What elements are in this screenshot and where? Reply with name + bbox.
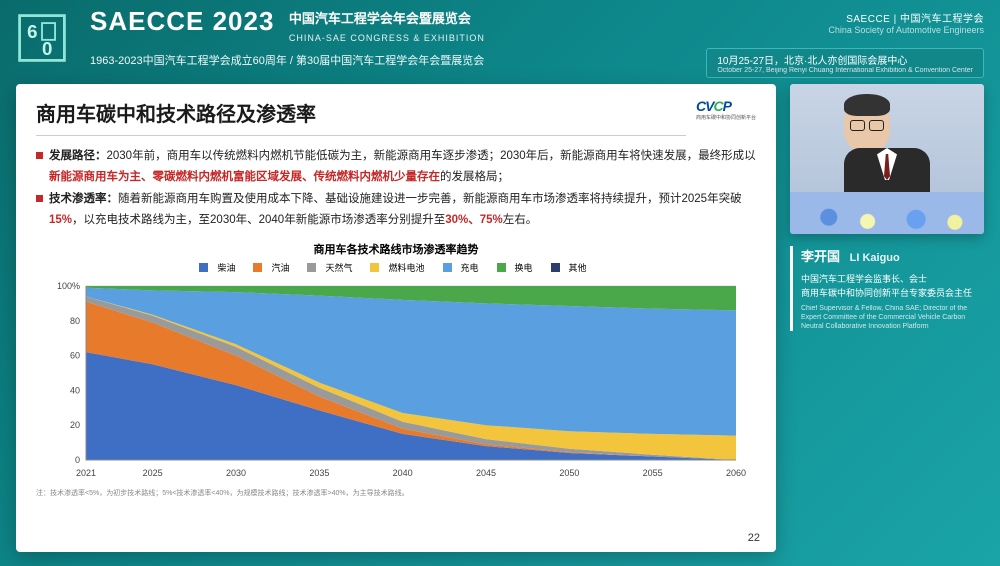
speaker-title-en: Chief Supervisor & Fellow, China SAE; Di… bbox=[801, 304, 984, 331]
slide-logo-text: CVCP bbox=[696, 98, 756, 114]
org-logo-sub: China Society of Automotive Engineers bbox=[828, 25, 984, 35]
org-logo-text: SAECCE | 中国汽车工程学会 bbox=[828, 10, 984, 25]
bullet-segment: 2030年前，商用车以传统燃料内燃机节能低碳为主，新能源商用车逐步渗透；2030… bbox=[107, 150, 756, 162]
date-location-en: October 25-27, Beijing Renyi Chuang Inte… bbox=[717, 67, 973, 74]
legend-label: 其他 bbox=[569, 261, 587, 274]
svg-text:2035: 2035 bbox=[309, 468, 329, 478]
svg-text:6: 6 bbox=[27, 21, 37, 42]
event-header: 60 SAECCE 2023 中国汽车工程学会年会暨展览会 CHINA-SAE … bbox=[0, 0, 1000, 78]
legend-label: 汽油 bbox=[271, 261, 289, 274]
event-subtitle-en: CHINA-SAE CONGRESS & EXHIBITION bbox=[289, 33, 485, 43]
chart-legend: 柴油 汽油 天然气 燃料电池 充电 换电 其他 bbox=[36, 261, 756, 274]
svg-text:20: 20 bbox=[70, 420, 80, 430]
svg-text:2021: 2021 bbox=[76, 468, 96, 478]
header-main: SAECCE 2023 中国汽车工程学会年会暨展览会 CHINA-SAE CON… bbox=[90, 6, 485, 68]
event-code: SAECCE 2023 bbox=[90, 6, 274, 37]
svg-text:60: 60 bbox=[70, 350, 80, 360]
svg-text:2040: 2040 bbox=[393, 468, 413, 478]
bullet-label: 发展路径： bbox=[49, 150, 107, 162]
legend-item: 柴油 bbox=[199, 261, 241, 274]
date-location-badge: 10月25-27日，北京·北人亦创国际会展中心 October 25-27, B… bbox=[706, 48, 984, 78]
svg-text:100%: 100% bbox=[57, 281, 80, 291]
event-logo-icon: 60 bbox=[14, 10, 70, 66]
bullet-text: 技术渗透率：随着新能源商用车购置及使用成本下降、基础设施建设进一步完善，新能源商… bbox=[49, 189, 756, 230]
svg-text:2045: 2045 bbox=[476, 468, 496, 478]
bullet-label: 技术渗透率： bbox=[49, 193, 118, 205]
bullet-highlight: 新能源商用车为主、零碳燃料内燃机富能区域发展、传统燃料内燃机少量存在 bbox=[49, 171, 440, 183]
bullet-segment: 的发展格局； bbox=[440, 171, 509, 183]
speaker-title-cn: 中国汽车工程学会监事长、会士 商用车碳中和协同创新平台专家委员会主任 bbox=[801, 273, 984, 300]
svg-text:0: 0 bbox=[75, 455, 80, 465]
svg-text:2050: 2050 bbox=[559, 468, 579, 478]
event-anniversary-line: 1963-2023中国汽车工程学会成立60周年 / 第30届中国汽车工程学会年会… bbox=[90, 52, 485, 68]
event-subtitle-cn: 中国汽车工程学会年会暨展览会 bbox=[289, 8, 471, 27]
speaker-name-cn: 李开国 bbox=[801, 249, 840, 264]
svg-text:2025: 2025 bbox=[143, 468, 163, 478]
page-number: 22 bbox=[748, 532, 760, 544]
bullet-marker-icon bbox=[36, 195, 43, 202]
legend-swatch-icon bbox=[443, 263, 452, 272]
stacked-area-chart: 020406080100%202120252030203520402045205… bbox=[46, 280, 746, 480]
legend-label: 换电 bbox=[515, 261, 533, 274]
bullet-highlight: 15% bbox=[49, 214, 72, 226]
svg-text:40: 40 bbox=[70, 385, 80, 395]
bullet-list: 发展路径：2030年前，商用车以传统燃料内燃机节能低碳为主，新能源商用车逐步渗透… bbox=[36, 146, 756, 231]
chart-title: 商用车各技术路线市场渗透率趋势 bbox=[36, 241, 756, 257]
bullet-segment: ，以充电技术路线为主，至2030年、2040年新能源市场渗透率分别提升至 bbox=[72, 214, 445, 226]
legend-label: 天然气 bbox=[325, 261, 352, 274]
legend-label: 充电 bbox=[461, 261, 479, 274]
svg-text:80: 80 bbox=[70, 316, 80, 326]
legend-swatch-icon bbox=[307, 263, 316, 272]
speaker-video-thumbnail bbox=[790, 84, 984, 234]
bullet-row: 技术渗透率：随着新能源商用车购置及使用成本下降、基础设施建设进一步完善，新能源商… bbox=[36, 189, 756, 230]
legend-swatch-icon bbox=[497, 263, 506, 272]
speaker-name: 李开国 LI Kaiguo bbox=[801, 246, 984, 265]
bullet-segment: 随着新能源商用车购置及使用成本下降、基础设施建设进一步完善，新能源商用车市场渗透… bbox=[118, 193, 742, 205]
bullet-segment: 左右。 bbox=[503, 214, 538, 226]
legend-label: 柴油 bbox=[217, 261, 235, 274]
slide-title: 商用车碳中和技术路径及渗透率 bbox=[36, 98, 686, 136]
slide-logo: CVCP 商用车碳中和协同创新平台 bbox=[696, 98, 756, 121]
svg-text:0: 0 bbox=[42, 38, 52, 59]
legend-swatch-icon bbox=[199, 263, 208, 272]
speaker-name-en: LI Kaiguo bbox=[850, 252, 900, 264]
bullet-text: 发展路径：2030年前，商用车以传统燃料内燃机节能低碳为主，新能源商用车逐步渗透… bbox=[49, 146, 756, 187]
legend-item: 充电 bbox=[443, 261, 485, 274]
legend-item: 其他 bbox=[551, 261, 593, 274]
legend-item: 换电 bbox=[497, 261, 539, 274]
speaker-panel: 李开国 LI Kaiguo 中国汽车工程学会监事长、会士 商用车碳中和协同创新平… bbox=[790, 84, 984, 331]
speaker-info: 李开国 LI Kaiguo 中国汽车工程学会监事长、会士 商用车碳中和协同创新平… bbox=[790, 246, 984, 331]
presentation-slide: 商用车碳中和技术路径及渗透率 CVCP 商用车碳中和协同创新平台 发展路径：20… bbox=[16, 84, 776, 552]
chart-footnote: 注：技术渗透率<5%，为初步技术路线；5%<技术渗透率<40%，为规模技术路线；… bbox=[36, 488, 756, 498]
bullet-marker-icon bbox=[36, 152, 43, 159]
bullet-highlight: 30%、75% bbox=[445, 214, 503, 226]
legend-item: 天然气 bbox=[307, 261, 358, 274]
svg-text:2030: 2030 bbox=[226, 468, 246, 478]
header-org-logo: SAECCE | 中国汽车工程学会 China Society of Autom… bbox=[828, 10, 984, 35]
legend-label: 燃料电池 bbox=[388, 261, 424, 274]
legend-item: 汽油 bbox=[253, 261, 295, 274]
legend-swatch-icon bbox=[370, 263, 379, 272]
bullet-row: 发展路径：2030年前，商用车以传统燃料内燃机节能低碳为主，新能源商用车逐步渗透… bbox=[36, 146, 756, 187]
legend-swatch-icon bbox=[551, 263, 560, 272]
svg-text:2055: 2055 bbox=[643, 468, 663, 478]
slide-logo-sub: 商用车碳中和协同创新平台 bbox=[696, 114, 756, 121]
date-location: 10月25-27日，北京·北人亦创国际会展中心 bbox=[717, 56, 907, 67]
svg-text:2060: 2060 bbox=[726, 468, 746, 478]
flowers-decoration bbox=[790, 192, 984, 234]
legend-swatch-icon bbox=[253, 263, 262, 272]
legend-item: 燃料电池 bbox=[370, 261, 430, 274]
